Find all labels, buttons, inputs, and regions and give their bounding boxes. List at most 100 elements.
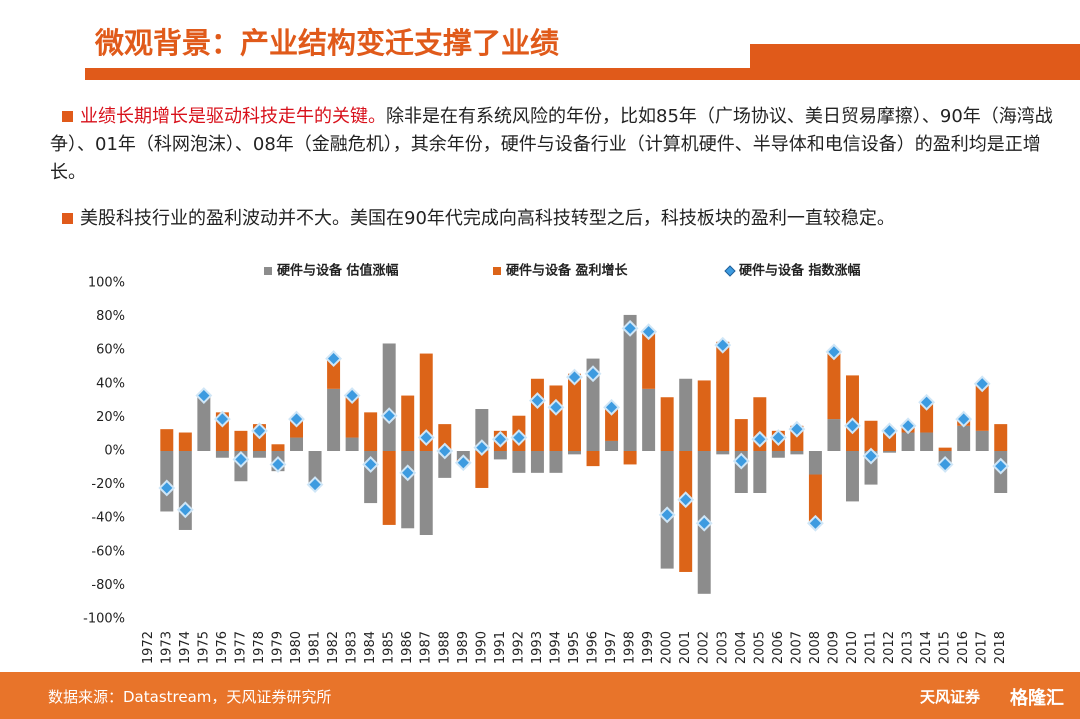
marker	[288, 410, 305, 428]
marker	[454, 454, 472, 472]
y-tick-label: -60%	[91, 544, 125, 559]
bar	[512, 451, 526, 473]
x-tick-label: 1975	[196, 631, 211, 664]
x-tick-label: 1990	[474, 631, 489, 664]
x-tick-label: 1977	[233, 631, 248, 664]
x-tick-label: 1974	[178, 631, 193, 664]
x-tick-label: 1972	[141, 631, 156, 664]
bar	[642, 388, 656, 451]
marker	[603, 398, 620, 416]
x-tick-label: 1988	[437, 631, 452, 664]
x-tick-label: 1994	[548, 631, 563, 664]
y-tick-label: 60%	[96, 343, 125, 358]
x-tick-label: 2017	[975, 631, 990, 664]
bar	[382, 343, 396, 451]
marker	[380, 407, 398, 425]
marker	[899, 417, 917, 435]
x-tick-label: 1999	[641, 631, 656, 664]
marker	[714, 336, 732, 354]
marker	[584, 365, 602, 383]
bar	[345, 395, 359, 438]
watermark: 格隆汇	[1010, 688, 1064, 709]
bar	[568, 373, 581, 451]
marker	[232, 450, 250, 468]
bullet-icon	[62, 111, 73, 122]
bar	[160, 429, 174, 451]
bullet-icon	[62, 213, 73, 224]
marker	[881, 422, 898, 440]
y-tick-label: 0%	[104, 444, 125, 459]
bar	[975, 430, 989, 451]
x-tick-label: 2011	[864, 631, 879, 664]
marker	[640, 323, 658, 341]
marker	[751, 430, 769, 448]
bar	[475, 409, 489, 451]
x-tick-label: 2006	[771, 631, 786, 664]
bar	[605, 407, 619, 441]
marker	[362, 456, 380, 473]
bar	[938, 447, 952, 451]
legend-swatch	[264, 267, 272, 275]
x-tick-label: 2004	[734, 631, 749, 664]
x-tick-label: 2012	[882, 631, 897, 664]
bar	[290, 437, 304, 451]
marker	[306, 476, 324, 494]
bar	[327, 388, 341, 451]
bar	[808, 451, 822, 475]
marker	[176, 501, 194, 519]
y-tick-label: 80%	[96, 309, 125, 324]
bar	[827, 419, 841, 451]
x-tick-label: 2002	[697, 631, 712, 664]
bar	[586, 358, 600, 451]
bar	[215, 451, 229, 458]
x-tick-label: 2015	[938, 631, 953, 664]
x-tick-label: 2007	[789, 631, 804, 664]
marker	[491, 430, 509, 448]
bullet-text: 除非是在有系统风险的年份，比如85年（广场协议、美日贸易摩擦）、90年（海湾战争…	[50, 106, 1053, 183]
bar	[586, 451, 600, 467]
bar	[734, 419, 748, 451]
logo: 天风证券	[920, 688, 981, 706]
marker	[158, 479, 176, 497]
marker	[510, 429, 528, 446]
bar	[438, 451, 452, 478]
x-tick-label: 1993	[530, 631, 545, 664]
x-tick-label: 1973	[159, 631, 174, 664]
bar	[660, 397, 674, 451]
marker	[788, 420, 806, 438]
marker	[807, 514, 824, 532]
bar	[401, 451, 415, 529]
x-tick-label: 1978	[252, 631, 267, 664]
x-tick-label: 1980	[289, 631, 304, 664]
bar	[920, 432, 934, 451]
bar	[493, 451, 507, 460]
x-tick-label: 2003	[715, 631, 730, 664]
marker	[936, 456, 954, 473]
marker	[621, 319, 639, 337]
y-tick-label: 40%	[96, 376, 125, 391]
bar	[308, 451, 322, 485]
bar	[864, 420, 878, 451]
bullet: 美股科技行业的盈利波动并不大。美国在90年代完成向高科技转型之后，科技板块的盈利…	[50, 205, 1060, 233]
footer-band	[0, 672, 1080, 719]
x-tick-label: 2016	[956, 631, 971, 664]
marker	[973, 375, 991, 393]
bar	[920, 402, 934, 433]
bar	[364, 412, 378, 451]
x-tick-label: 2000	[660, 631, 675, 664]
bar	[475, 451, 489, 488]
marker	[251, 422, 268, 440]
x-tick-label: 1985	[382, 631, 397, 664]
marker	[269, 456, 287, 473]
marker	[325, 350, 342, 368]
bar	[994, 424, 1008, 451]
x-tick-label: 1995	[567, 631, 582, 664]
bar	[642, 331, 656, 389]
bar	[382, 451, 396, 525]
marker	[343, 387, 361, 404]
marker	[195, 387, 213, 404]
x-tick-label: 1992	[511, 631, 526, 664]
bar	[790, 451, 804, 455]
bar	[901, 432, 915, 451]
x-tick-label: 1984	[363, 631, 378, 664]
